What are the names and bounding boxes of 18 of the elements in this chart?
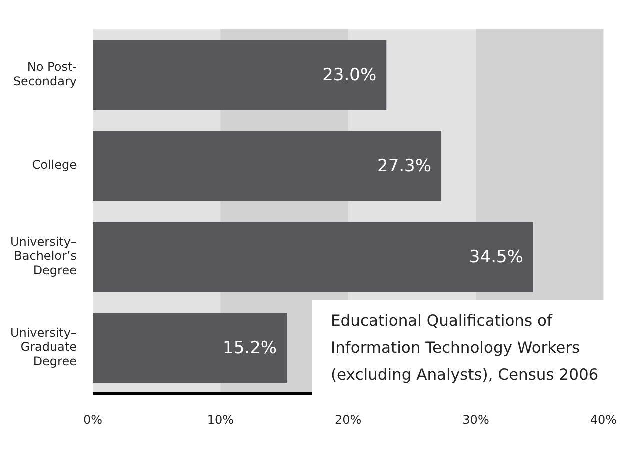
y-tick-label: University–Bachelor’s Degree — [10, 234, 77, 278]
bar — [93, 222, 534, 292]
x-tick-label: 10% — [207, 412, 234, 427]
y-tick-label: College — [32, 158, 77, 172]
data-label: 23.0% — [322, 66, 377, 86]
x-tick-label: 0% — [83, 412, 103, 427]
data-label: 15.2% — [223, 338, 278, 359]
text: Educational Qualifications of Information Technology Workers (excluding Analysts), Census 2006 — [331, 311, 600, 386]
bar — [93, 313, 288, 384]
bar — [93, 40, 387, 110]
data-label: 27.3% — [378, 156, 432, 177]
data-label: 34.5% — [469, 248, 524, 268]
y-tick-label: University–Graduate Degree — [10, 326, 77, 369]
x-tick-label: 40% — [590, 412, 617, 427]
x-tick-label: 30% — [462, 412, 490, 427]
x-tick-label: 20% — [334, 412, 362, 427]
bar — [93, 131, 442, 202]
y-tick-label: No Post-Secondary — [13, 60, 77, 88]
